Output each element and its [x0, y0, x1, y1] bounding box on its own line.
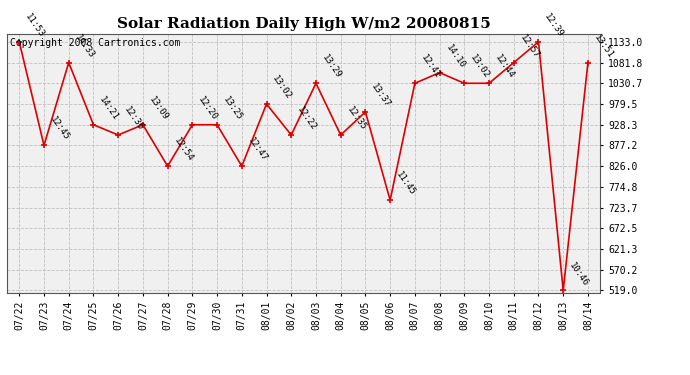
Text: Copyright 2008 Cartronics.com: Copyright 2008 Cartronics.com [10, 38, 180, 48]
Text: 12:45: 12:45 [48, 116, 71, 142]
Text: 12:36: 12:36 [122, 105, 145, 132]
Text: 11:53: 11:53 [23, 12, 46, 39]
Text: 13:29: 13:29 [320, 53, 343, 81]
Text: 12:39: 12:39 [542, 12, 565, 39]
Text: 13:51: 13:51 [592, 33, 615, 60]
Text: 12:54: 12:54 [172, 136, 195, 164]
Text: 10:46: 10:46 [567, 261, 590, 288]
Text: 13:25: 13:25 [221, 95, 244, 122]
Text: 12:35: 12:35 [345, 105, 368, 132]
Text: 14:33: 14:33 [73, 33, 96, 60]
Title: Solar Radiation Daily High W/m2 20080815: Solar Radiation Daily High W/m2 20080815 [117, 17, 491, 31]
Text: 12:22: 12:22 [295, 105, 318, 132]
Text: 13:09: 13:09 [147, 95, 170, 122]
Text: 13:02: 13:02 [469, 53, 491, 81]
Text: 12:57: 12:57 [518, 33, 541, 60]
Text: 13:37: 13:37 [370, 82, 393, 109]
Text: 14:21: 14:21 [97, 95, 120, 122]
Text: 12:47: 12:47 [246, 136, 268, 164]
Text: 14:10: 14:10 [444, 43, 466, 70]
Text: 11:45: 11:45 [394, 170, 417, 197]
Text: 12:20: 12:20 [197, 95, 219, 122]
Text: 13:02: 13:02 [270, 74, 293, 101]
Text: 12:44: 12:44 [493, 53, 516, 81]
Text: 12:41: 12:41 [419, 53, 442, 81]
